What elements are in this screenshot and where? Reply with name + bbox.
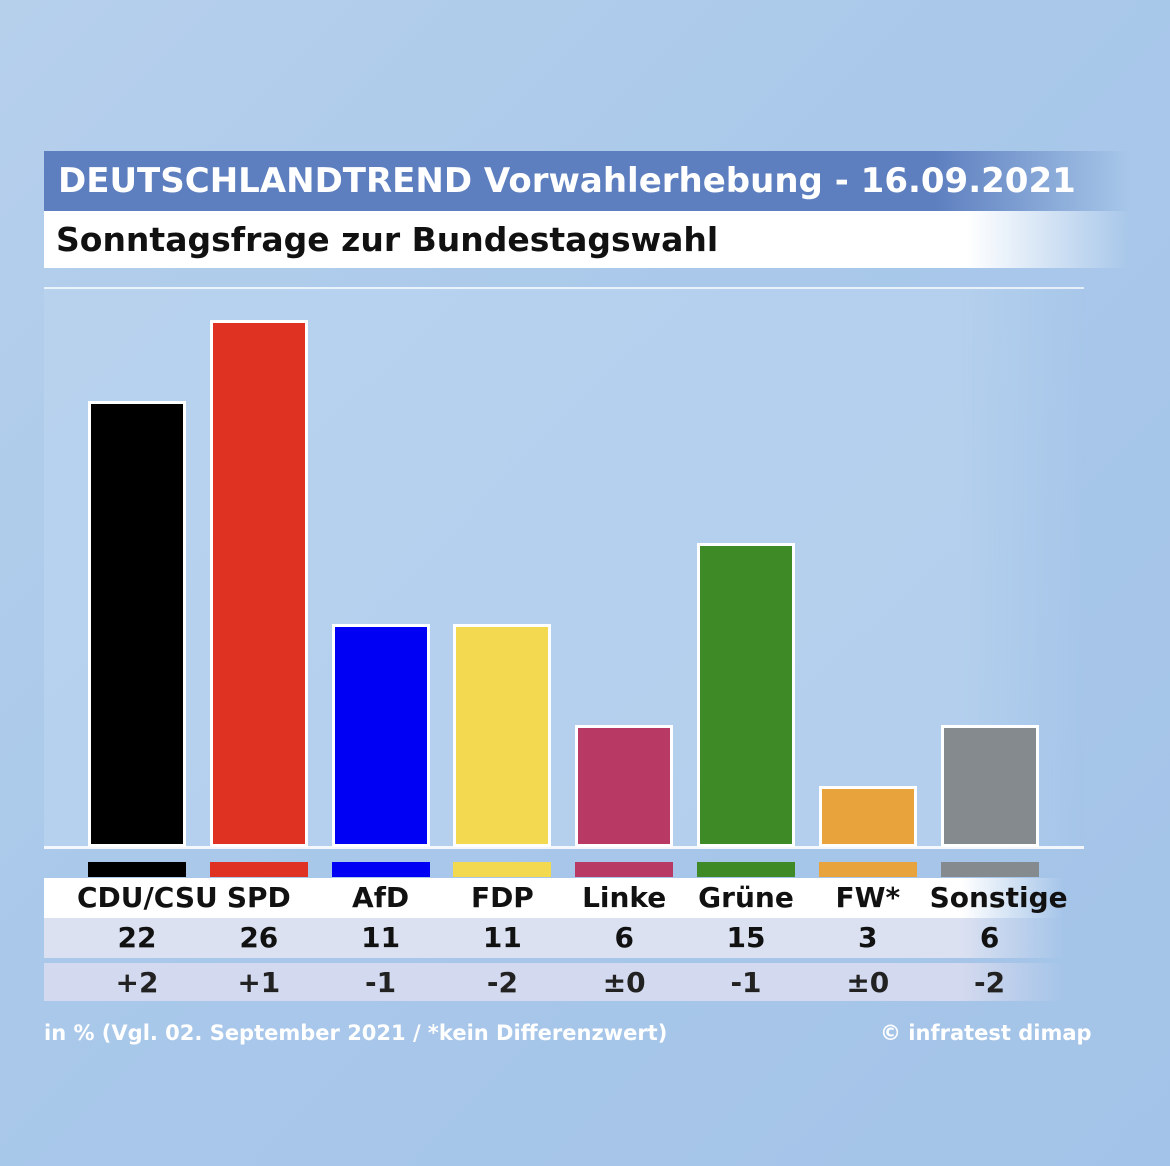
footnote: in % (Vgl. 02. September 2021 / *kein Di… <box>44 1021 668 1045</box>
diff-label-6: ±0 <box>846 966 890 999</box>
category-label-7: Sonstige <box>929 881 1068 914</box>
plot-area <box>44 287 1084 849</box>
bar-6 <box>818 786 917 847</box>
diff-label-0: +2 <box>115 966 159 999</box>
bar-7 <box>940 725 1039 847</box>
diff-label-2: -1 <box>365 966 397 999</box>
color-swatch-3 <box>453 862 552 877</box>
bar-2 <box>331 624 430 847</box>
value-row <box>44 918 1064 958</box>
baseline <box>44 846 1084 849</box>
bar-4 <box>575 725 674 847</box>
value-label-0: 22 <box>117 921 157 954</box>
difference-row <box>44 963 1064 1001</box>
bar-0 <box>88 401 186 847</box>
chart-subtitle: Sonntagsfrage zur Bundestagswahl <box>44 211 1130 268</box>
value-label-4: 6 <box>614 921 634 954</box>
diff-label-1: +1 <box>237 966 281 999</box>
color-swatch-0 <box>88 862 186 877</box>
value-label-6: 3 <box>858 921 878 954</box>
category-label-4: Linke <box>582 881 667 914</box>
category-label-row <box>44 878 1064 918</box>
category-label-2: AfD <box>352 881 410 914</box>
bar-1 <box>209 320 308 847</box>
diff-label-7: -2 <box>974 966 1006 999</box>
diff-label-4: ±0 <box>602 966 646 999</box>
diff-label-3: -2 <box>486 966 518 999</box>
chart-title: DEUTSCHLANDTREND Vorwahlerhebung - 16.09… <box>44 151 1130 211</box>
color-swatch-5 <box>697 862 795 877</box>
category-label-0: CDU/CSU <box>77 881 218 914</box>
category-label-1: SPD <box>226 881 291 914</box>
color-swatch-4 <box>575 862 674 877</box>
category-label-5: Grüne <box>698 881 794 914</box>
value-label-3: 11 <box>482 921 522 954</box>
value-label-1: 26 <box>239 921 279 954</box>
diff-label-5: -1 <box>730 966 762 999</box>
color-swatch-1 <box>209 862 308 877</box>
source-credit: © infratest dimap <box>880 1021 1092 1045</box>
value-label-7: 6 <box>979 921 1000 954</box>
category-label-6: FW* <box>835 881 901 914</box>
bar-3 <box>453 624 552 847</box>
value-label-5: 15 <box>726 921 766 954</box>
color-swatch-6 <box>818 862 917 877</box>
bar-5 <box>697 542 795 847</box>
color-swatch-7 <box>940 862 1039 877</box>
category-label-3: FDP <box>470 881 534 914</box>
value-label-2: 11 <box>361 921 401 954</box>
color-swatch-2 <box>331 862 430 877</box>
